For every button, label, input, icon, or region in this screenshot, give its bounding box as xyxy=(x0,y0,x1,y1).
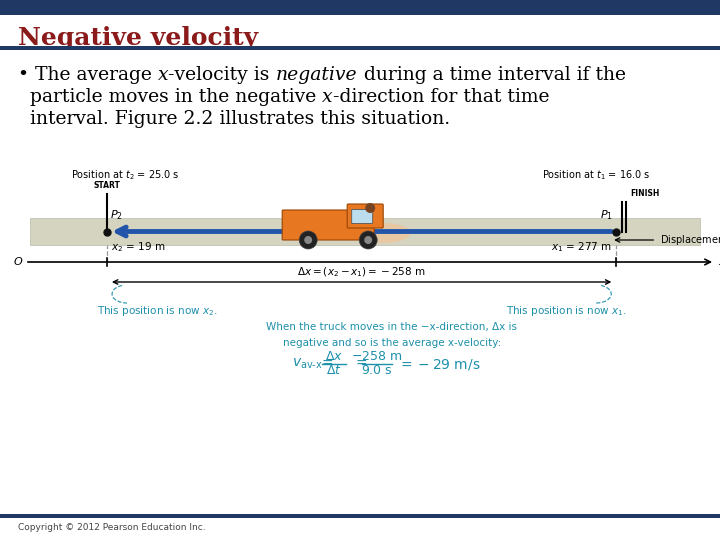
Bar xyxy=(30,218,700,245)
Text: $P_2$: $P_2$ xyxy=(110,208,123,221)
Text: Position at $t_1$ = 16.0 s: Position at $t_1$ = 16.0 s xyxy=(542,168,651,181)
Text: $\Delta t$: $\Delta t$ xyxy=(325,364,341,377)
Text: during a time interval if the: during a time interval if the xyxy=(358,66,626,84)
Circle shape xyxy=(300,231,318,249)
Text: $P_1$: $P_1$ xyxy=(600,208,613,221)
Ellipse shape xyxy=(356,223,410,243)
Text: $\Delta x$: $\Delta x$ xyxy=(325,350,343,363)
Circle shape xyxy=(359,231,377,249)
Text: Negative velocity: Negative velocity xyxy=(18,26,258,50)
Text: negative: negative xyxy=(276,66,358,84)
FancyBboxPatch shape xyxy=(347,204,383,228)
Text: =: = xyxy=(322,357,333,371)
Text: • The average: • The average xyxy=(18,66,158,84)
Circle shape xyxy=(364,236,372,244)
Text: interval. Figure 2.2 illustrates this situation.: interval. Figure 2.2 illustrates this si… xyxy=(18,110,450,128)
FancyBboxPatch shape xyxy=(282,210,374,240)
Circle shape xyxy=(304,236,312,244)
Text: FINISH: FINISH xyxy=(630,190,660,199)
Text: x: x xyxy=(323,88,333,106)
Text: =: = xyxy=(356,357,367,371)
Text: This position is now $x_2$.: This position is now $x_2$. xyxy=(97,304,217,318)
Bar xyxy=(0,46,720,50)
Text: This position is now $x_1$.: This position is now $x_1$. xyxy=(505,304,626,318)
Text: START: START xyxy=(93,180,120,190)
Text: $9.0$ s: $9.0$ s xyxy=(361,364,392,377)
Text: $= -29$ m/s: $= -29$ m/s xyxy=(397,356,480,372)
Circle shape xyxy=(365,203,375,213)
Text: Copyright © 2012 Pearson Education Inc.: Copyright © 2012 Pearson Education Inc. xyxy=(18,523,206,532)
Text: x: x xyxy=(718,257,720,267)
Text: When the truck moves in the −x-direction, Δx is: When the truck moves in the −x-direction… xyxy=(266,322,517,332)
Text: -direction for that time: -direction for that time xyxy=(333,88,549,106)
Text: x: x xyxy=(158,66,168,84)
Bar xyxy=(0,514,720,518)
Text: negative and so is the average x-velocity:: negative and so is the average x-velocit… xyxy=(282,338,501,348)
Text: Displacement from $t_1$ to $t_2$: Displacement from $t_1$ to $t_2$ xyxy=(660,233,720,247)
FancyBboxPatch shape xyxy=(351,210,373,224)
Text: Position at $t_2$ = 25.0 s: Position at $t_2$ = 25.0 s xyxy=(71,168,179,181)
Text: -velocity is: -velocity is xyxy=(168,66,276,84)
Text: $x_2$ = 19 m: $x_2$ = 19 m xyxy=(111,240,166,254)
Text: $-258$ m: $-258$ m xyxy=(351,350,402,363)
Text: $x_1$ = 277 m: $x_1$ = 277 m xyxy=(552,240,612,254)
Text: particle moves in the negative: particle moves in the negative xyxy=(18,88,323,106)
Text: $\Delta x = (x_2 - x_1) = -258$ m: $\Delta x = (x_2 - x_1) = -258$ m xyxy=(297,265,426,279)
Text: $v_{\rm av\text{-}x}$: $v_{\rm av\text{-}x}$ xyxy=(292,357,323,371)
Bar xyxy=(0,0,720,15)
Text: O: O xyxy=(13,257,22,267)
